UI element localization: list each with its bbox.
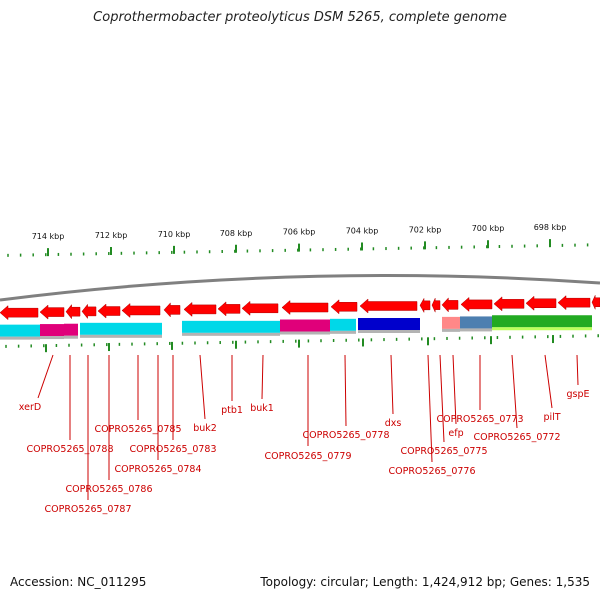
accession-text: Accession: NC_011295 — [10, 575, 147, 589]
gene-label[interactable]: COPRO5265_0779 — [264, 451, 351, 462]
feature-band-track — [0, 315, 592, 340]
gene-arrow[interactable] — [241, 300, 279, 316]
callout-line — [390, 354, 394, 415]
gene-arrow[interactable] — [163, 302, 181, 318]
callout-line — [427, 354, 433, 463]
ruler-label: 714 kbp — [32, 232, 65, 241]
gene-arrow[interactable] — [121, 302, 161, 319]
gene-label[interactable]: buk2 — [193, 423, 217, 434]
feature-band — [492, 315, 592, 328]
gene-label[interactable]: COPRO5265_0784 — [114, 464, 201, 475]
callout-line — [439, 354, 445, 443]
gene-arrow[interactable] — [97, 303, 121, 319]
ruler-label: 702 kbp — [409, 225, 442, 234]
gene-arrow[interactable] — [359, 298, 418, 314]
feature-band-shadow — [358, 329, 420, 333]
feature-band — [0, 324, 40, 337]
gene-arrow[interactable] — [525, 295, 557, 311]
ruler-label: 704 kbp — [346, 226, 379, 235]
ruler-label: 700 kbp — [472, 224, 505, 233]
gene-arrow[interactable] — [81, 303, 97, 320]
lower-tick-track — [5, 334, 599, 353]
gene-label[interactable]: xerD — [19, 402, 41, 413]
gene-label[interactable]: gspE — [566, 389, 589, 400]
gene-label[interactable]: COPRO5265_0775 — [400, 446, 487, 457]
feature-band-shadow — [280, 331, 330, 335]
feature-band-shadow — [64, 335, 78, 339]
genome-summary-text: Topology: circular; Length: 1,424,912 bp… — [260, 575, 590, 589]
gene-label[interactable]: pilT — [543, 412, 560, 423]
ruler-label: 710 kbp — [158, 230, 191, 239]
gene-arrow[interactable] — [431, 298, 441, 313]
gene-label[interactable]: COPRO5265_0772 — [473, 432, 560, 443]
feature-band — [64, 323, 78, 336]
gene-label[interactable]: efp — [448, 428, 463, 439]
ruler-label: 698 kbp — [534, 223, 567, 232]
feature-band — [182, 320, 280, 333]
gene-arrow[interactable] — [330, 299, 358, 315]
gene-label[interactable]: COPRO5265_0788 — [26, 444, 113, 455]
gene-label[interactable]: COPRO5265_0773 — [436, 414, 523, 425]
gene-label[interactable]: COPRO5265_0785 — [94, 424, 181, 435]
feature-band-shadow — [492, 327, 592, 331]
gene-arrow[interactable] — [281, 299, 329, 316]
feature-band-shadow — [460, 328, 492, 332]
feature-band-shadow — [80, 334, 162, 338]
feature-band-shadow — [0, 336, 40, 340]
gene-arrow[interactable] — [65, 303, 81, 320]
feature-band — [330, 318, 356, 331]
gene-track[interactable] — [0, 295, 600, 321]
gene-arrow[interactable] — [591, 295, 600, 310]
gene-label[interactable]: COPRO5265_0776 — [388, 466, 475, 477]
feature-band — [358, 317, 420, 330]
ruler-label: 706 kbp — [283, 228, 316, 237]
gene-arrow[interactable] — [419, 297, 431, 314]
callout-line — [511, 354, 518, 429]
feature-band-shadow — [442, 328, 460, 332]
gene-arrow[interactable] — [0, 305, 39, 321]
callout-line — [344, 354, 347, 427]
callout-line — [37, 354, 54, 399]
gene-label[interactable]: COPRO5265_0787 — [44, 504, 131, 515]
gene-label[interactable]: COPRO5265_0783 — [129, 444, 216, 455]
feature-band — [80, 322, 162, 335]
gene-label[interactable]: ptb1 — [221, 405, 243, 416]
feature-band-shadow — [40, 336, 64, 340]
position-ruler: 714 kbp 712 kbp 710 kbp 708 kbp 706 kbp 704 k… — [7, 223, 589, 257]
genome-title: Coprothermobacter proteolyticus DSM 5265… — [93, 10, 507, 25]
callout-line — [199, 354, 206, 420]
feature-band — [442, 316, 460, 329]
callout-line — [544, 354, 553, 409]
feature-band — [40, 324, 64, 337]
genome-backbone — [0, 274, 600, 302]
gene-label[interactable]: buk1 — [250, 403, 274, 414]
gene-label[interactable]: COPRO5265_0778 — [302, 430, 389, 441]
feature-band — [460, 316, 492, 329]
feature-band-shadow — [330, 330, 356, 334]
gene-label[interactable]: dxs — [385, 418, 402, 429]
ruler-label: 708 kbp — [220, 229, 253, 238]
feature-band-shadow — [182, 332, 280, 336]
feature-band — [280, 319, 330, 332]
gene-arrow[interactable] — [183, 301, 217, 317]
gene-arrow[interactable] — [493, 296, 525, 312]
ruler-label: 712 kbp — [95, 231, 128, 240]
gene-arrow[interactable] — [460, 296, 493, 312]
gene-arrow[interactable] — [441, 297, 459, 313]
gene-arrow[interactable] — [39, 304, 65, 320]
gene-label-track: xerD COPRO5265_0788 COPRO5265_0787 COPRO526… — [19, 354, 590, 515]
gene-arrow[interactable] — [557, 295, 591, 311]
gene-arrow[interactable] — [217, 301, 241, 317]
gene-label[interactable]: COPRO5265_0786 — [65, 484, 152, 495]
callout-line — [261, 354, 264, 400]
callout-line — [452, 354, 457, 425]
callout-line — [576, 354, 579, 386]
